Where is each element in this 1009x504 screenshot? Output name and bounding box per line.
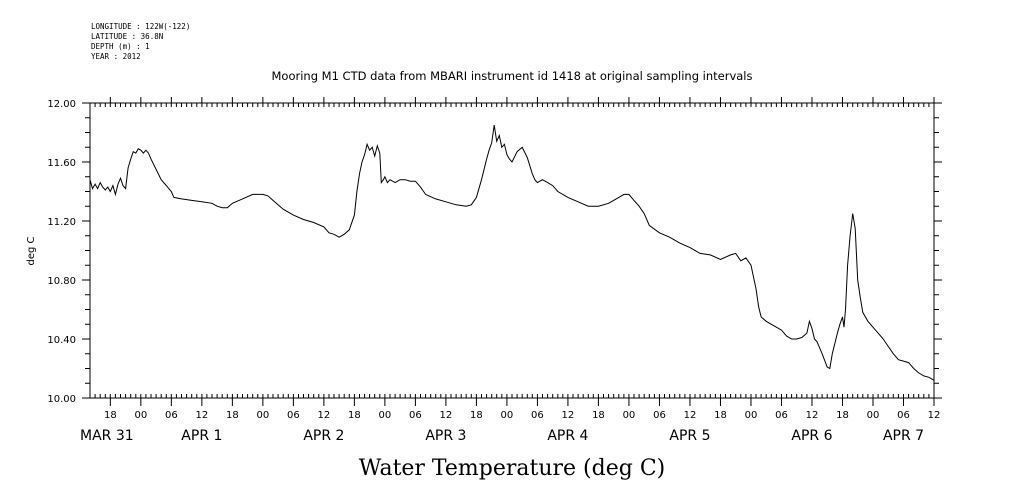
year-text: YEAR : 2012 (91, 52, 141, 61)
x-tick-label: 18 (470, 410, 483, 421)
y-tick-label: 10.40 (47, 335, 76, 346)
x-day-label: APR 1 (181, 428, 222, 444)
x-tick-label: 00 (379, 410, 392, 421)
x-tick-label: 06 (287, 410, 300, 421)
y-tick-label: 10.00 (47, 394, 76, 405)
x-day-label: APR 6 (791, 428, 832, 444)
x-tick-label: 18 (836, 410, 849, 421)
x-minor-ticks (89, 103, 935, 398)
x-tick-label: 12 (440, 410, 453, 421)
metadata-block: LONGITUDE : 122W(-122) LATITUDE : 36.8N … (91, 22, 190, 62)
x-tick-label: 12 (195, 410, 208, 421)
x-tick-label: 12 (928, 410, 941, 421)
depth-text: DEPTH (m) : 1 (91, 42, 150, 51)
x-tick-label: 00 (501, 410, 514, 421)
x-tick-label: 18 (226, 410, 239, 421)
x-tick-label: 12 (318, 410, 331, 421)
x-day-label: MAR 31 (80, 428, 134, 444)
x-day-label: APR 4 (547, 428, 588, 444)
chart-title: Mooring M1 CTD data from MBARI instrumen… (272, 69, 753, 83)
plot-area (89, 125, 935, 381)
x-tick-label: 00 (745, 410, 758, 421)
x-day-label: APR 3 (425, 428, 466, 444)
x-tick-label: 06 (775, 410, 788, 421)
temperature-series-line (89, 125, 935, 381)
longitude-text: LONGITUDE : 122W(-122) (91, 22, 191, 31)
plot-frame (89, 102, 935, 399)
x-tick-label: 12 (684, 410, 697, 421)
x-tick-label: 06 (165, 410, 178, 421)
x-day-label: APR 5 (669, 428, 710, 444)
y-axis-label: deg C (26, 236, 37, 265)
y-tick-label: 12.00 (47, 99, 76, 110)
x-day-label: APR 7 (883, 428, 924, 444)
y-tick-label: 11.60 (47, 158, 76, 169)
x-tick-label: 12 (562, 410, 575, 421)
x-tick-label: 00 (134, 410, 147, 421)
x-tick-label: 00 (257, 410, 270, 421)
chart-axes: 18 00 06 12 18 00 06 12 18 00 06 12 18 00 06 12 18 00 06 12… (47, 97, 942, 444)
x-tick-label: 18 (348, 410, 361, 421)
x-tick-label: 00 (623, 410, 636, 421)
x-tick-label: 06 (531, 410, 544, 421)
x-axis-label: Water Temperature (deg C) (359, 456, 666, 481)
x-tick-label: 18 (592, 410, 605, 421)
x-tick-label: 06 (653, 410, 666, 421)
x-tick-label: 00 (867, 410, 880, 421)
x-tick-label: 06 (897, 410, 910, 421)
y-tick-label: 11.20 (47, 217, 76, 228)
x-tick-label: 12 (806, 410, 819, 421)
x-day-label: APR 2 (303, 428, 344, 444)
y-tick-label: 10.80 (47, 276, 76, 287)
x-tick-label: 18 (104, 410, 117, 421)
latitude-text: LATITUDE : 36.8N (91, 32, 164, 41)
x-tick-label: 06 (409, 410, 422, 421)
x-tick-label: 18 (714, 410, 727, 421)
